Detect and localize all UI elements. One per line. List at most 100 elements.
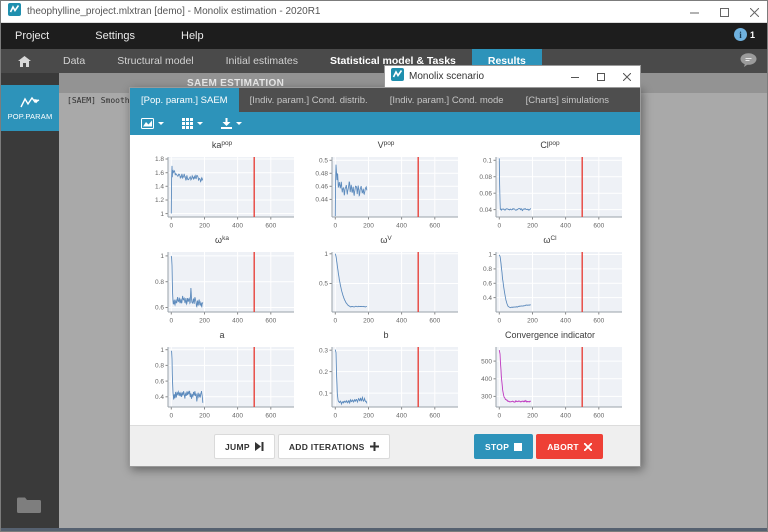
folder-icon[interactable] [17, 496, 41, 518]
chart-type-dropdown[interactable] [141, 118, 164, 129]
results-sidebar: POP.PARAM [1, 73, 59, 528]
svg-text:1: 1 [160, 211, 164, 218]
svg-text:0.04: 0.04 [479, 207, 492, 214]
svg-text:400: 400 [396, 318, 407, 325]
svg-text:600: 600 [429, 318, 440, 325]
export-dropdown[interactable] [221, 118, 242, 129]
chart-title: ω ka [215, 235, 229, 245]
svg-text:1: 1 [324, 251, 328, 258]
nav-tab-data[interactable]: Data [63, 55, 86, 67]
svg-text:0.48: 0.48 [315, 171, 328, 178]
svg-text:0.1: 0.1 [319, 390, 328, 397]
svg-text:600: 600 [265, 413, 276, 420]
dialog-tab-bar: [Pop. param.] SAEM [Indiv. param.] Cond.… [130, 88, 640, 112]
chart-title: ω Cl [543, 235, 557, 245]
dialog-footer: JUMP ADD ITERATIONS STOP ABORT [130, 425, 640, 466]
close-icon[interactable] [739, 1, 767, 23]
svg-text:200: 200 [199, 318, 210, 325]
chevron-down-icon [236, 122, 242, 125]
dialog-titlebar: Monolix scenario [384, 65, 641, 87]
stop-button[interactable]: STOP [474, 434, 534, 459]
svg-text:0: 0 [333, 223, 337, 230]
svg-text:0.4: 0.4 [155, 394, 164, 401]
add-iterations-button[interactable]: ADD ITERATIONS [277, 434, 390, 459]
grid-view-dropdown[interactable] [182, 118, 203, 129]
svg-text:0.4: 0.4 [483, 295, 492, 302]
monolix-scenario-dialog: [Pop. param.] SAEM [Indiv. param.] Cond.… [129, 87, 641, 467]
window-titlebar: theophylline_project.mlxtran [demo] - Mo… [1, 1, 767, 23]
stop-icon [514, 442, 523, 451]
menu-settings[interactable]: Settings [95, 30, 135, 42]
svg-text:200: 200 [199, 413, 210, 420]
svg-text:500: 500 [481, 358, 492, 365]
svg-text:0.8: 0.8 [155, 363, 164, 370]
svg-text:0: 0 [497, 413, 501, 420]
svg-text:600: 600 [593, 318, 604, 325]
abort-button[interactable]: ABORT [536, 434, 603, 459]
svg-text:200: 200 [363, 413, 374, 420]
svg-text:600: 600 [429, 223, 440, 230]
svg-text:0: 0 [497, 318, 501, 325]
svg-text:400: 400 [560, 223, 571, 230]
svg-text:400: 400 [232, 318, 243, 325]
svg-text:400: 400 [232, 223, 243, 230]
svg-text:0.8: 0.8 [155, 279, 164, 286]
dialog-maximize-icon[interactable] [588, 66, 614, 88]
svg-text:0.46: 0.46 [315, 184, 328, 191]
svg-text:1: 1 [488, 252, 492, 259]
dialog-close-icon[interactable] [614, 66, 640, 88]
svg-text:0.6: 0.6 [155, 378, 164, 385]
nav-tab-structural-model[interactable]: Structural model [117, 55, 194, 67]
maximize-icon[interactable] [709, 1, 739, 23]
svg-text:400: 400 [560, 318, 571, 325]
svg-text:300: 300 [481, 394, 492, 401]
dialog-minimize-icon[interactable] [562, 66, 588, 88]
jump-button[interactable]: JUMP [214, 434, 275, 459]
tab-indiv-param-cond-mode[interactable]: [Indiv. param.] Cond. mode [389, 94, 504, 106]
svg-text:200: 200 [363, 318, 374, 325]
svg-text:200: 200 [527, 413, 538, 420]
chart-ka_pop: ka pop 0 200 400 600 1 1.2 1.4 1.6 1.8 [140, 140, 304, 235]
svg-text:0.1: 0.1 [483, 158, 492, 165]
svg-text:0: 0 [169, 318, 173, 325]
svg-text:0.2: 0.2 [319, 369, 328, 376]
comment-bubble-icon[interactable] [740, 53, 757, 72]
tab-indiv-param-cond-distrib[interactable]: [Indiv. param.] Cond. distrib. [249, 94, 368, 106]
chart-title: a [219, 330, 225, 340]
chevron-down-icon [197, 122, 203, 125]
svg-text:0.8: 0.8 [483, 266, 492, 273]
chart-Cl_pop: Cl pop 0 200 400 600 0.04 0.06 0.08 0.1 [468, 140, 632, 235]
svg-text:600: 600 [265, 223, 276, 230]
svg-text:0.6: 0.6 [155, 305, 164, 312]
svg-text:1.2: 1.2 [155, 197, 164, 204]
svg-text:400: 400 [232, 413, 243, 420]
nav-tab-statistical-model-tasks[interactable]: Statistical model & Tasks [330, 55, 456, 67]
x-icon [583, 442, 592, 451]
svg-text:1.4: 1.4 [155, 184, 164, 191]
svg-text:200: 200 [527, 318, 538, 325]
saem-status-text: [SAEM] Smooth. [67, 96, 135, 105]
menu-project[interactable]: Project [15, 30, 50, 42]
menu-help[interactable]: Help [181, 30, 204, 42]
chart-omega_ka: ω ka 0 200 400 600 0.6 0.8 1 [140, 235, 304, 330]
svg-text:0: 0 [169, 413, 173, 420]
plus-icon [369, 442, 379, 451]
bottom-status-strip [1, 528, 767, 531]
svg-text:0: 0 [169, 223, 173, 230]
dialog-title: Monolix scenario [409, 71, 485, 82]
chart-title: ka pop [211, 140, 233, 150]
tab-charts-simulations[interactable]: [Charts] simulations [525, 94, 610, 106]
chart-title: Convergence indicator [504, 330, 596, 340]
svg-text:0.5: 0.5 [319, 158, 328, 165]
chart-title: Cl pop [540, 140, 560, 150]
notification-indicator[interactable]: i 1 [733, 28, 755, 41]
nav-tab-initial-estimates[interactable]: Initial estimates [225, 55, 299, 67]
home-icon[interactable] [1, 49, 47, 73]
sidebar-item-pop-param[interactable]: POP.PARAM [1, 85, 59, 131]
tab-pop-param-saem[interactable]: [Pop. param.] SAEM [130, 88, 239, 112]
svg-text:1: 1 [160, 253, 164, 260]
minimize-icon[interactable] [679, 1, 709, 23]
